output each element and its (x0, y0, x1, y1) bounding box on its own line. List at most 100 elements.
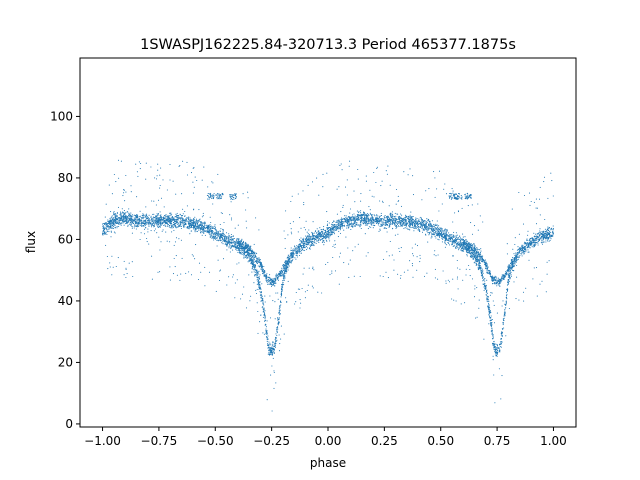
data-point (361, 213, 363, 215)
data-point (344, 225, 346, 227)
data-point (402, 219, 405, 222)
data-point (500, 346, 502, 348)
data-point (180, 216, 182, 218)
data-point (537, 240, 539, 242)
data-point (511, 267, 514, 269)
data-point (201, 228, 203, 230)
data-point (429, 223, 431, 226)
data-point (424, 220, 427, 222)
data-point (550, 235, 552, 237)
data-point (493, 342, 495, 344)
data-point (492, 334, 494, 336)
data-point (175, 213, 177, 215)
data-point (380, 225, 382, 227)
data-point (114, 225, 116, 227)
data-point (318, 238, 320, 240)
data-point (379, 225, 381, 227)
data-point (502, 324, 504, 326)
data-point (499, 351, 501, 353)
data-point (165, 223, 167, 225)
data-point (204, 224, 206, 226)
data-point (331, 225, 333, 227)
data-point (418, 223, 421, 225)
data-point (214, 226, 217, 228)
data-point (283, 276, 285, 278)
data-point (395, 221, 397, 223)
data-point (254, 274, 256, 276)
data-point (437, 238, 439, 240)
data-point (302, 239, 304, 241)
data-point (113, 217, 115, 219)
data-point (197, 228, 199, 230)
data-point (206, 225, 208, 227)
data-point (474, 251, 476, 253)
data-point (446, 235, 448, 237)
data-point (137, 216, 139, 218)
data-point (475, 263, 477, 265)
data-point (469, 252, 471, 254)
data-point (383, 219, 385, 222)
data-point (356, 222, 358, 224)
data-point (378, 222, 380, 224)
data-point (400, 221, 402, 223)
data-point (347, 227, 349, 229)
data-point (226, 244, 228, 246)
data-point (132, 222, 134, 224)
data-point (345, 220, 347, 222)
data-point (216, 232, 218, 234)
data-point (422, 222, 424, 224)
data-point (130, 212, 132, 214)
data-point (325, 233, 327, 235)
data-point (318, 231, 320, 233)
data-point (419, 216, 421, 218)
data-point (492, 335, 494, 337)
data-point (179, 225, 182, 227)
data-point (141, 221, 143, 224)
data-point (278, 317, 281, 319)
data-point (129, 219, 131, 221)
data-point (534, 240, 536, 242)
data-point (169, 212, 171, 214)
data-point (343, 222, 345, 224)
data-point (121, 212, 123, 214)
data-point (290, 255, 292, 258)
data-point (169, 225, 171, 227)
data-point (434, 227, 437, 229)
data-point (482, 280, 484, 282)
data-point (278, 321, 280, 323)
data-point (207, 226, 210, 228)
data-point (282, 278, 284, 280)
data-point (159, 223, 161, 225)
data-point (457, 247, 459, 249)
data-point (347, 215, 349, 218)
data-point (117, 217, 119, 219)
data-point (280, 304, 282, 306)
data-point (457, 246, 459, 248)
data-point (234, 242, 236, 244)
data-point (383, 216, 385, 218)
data-point (349, 219, 351, 221)
data-point (446, 239, 448, 241)
data-point (316, 238, 318, 240)
data-point (318, 237, 320, 239)
data-point (150, 226, 153, 228)
data-point (441, 228, 443, 230)
data-point (388, 219, 390, 221)
data-point (218, 231, 220, 234)
data-point (273, 348, 275, 350)
data-point (171, 216, 174, 218)
data-point (207, 224, 209, 226)
data-point (123, 213, 125, 216)
data-point (217, 240, 219, 242)
data-point (484, 285, 486, 287)
data-point (283, 274, 285, 276)
data-point (175, 215, 177, 218)
data-point (535, 235, 537, 238)
data-point (436, 234, 438, 236)
data-point (172, 217, 174, 219)
data-point (522, 251, 524, 253)
data-point (106, 230, 108, 232)
data-point (260, 300, 262, 302)
data-point (252, 261, 254, 263)
data-point (396, 223, 399, 226)
